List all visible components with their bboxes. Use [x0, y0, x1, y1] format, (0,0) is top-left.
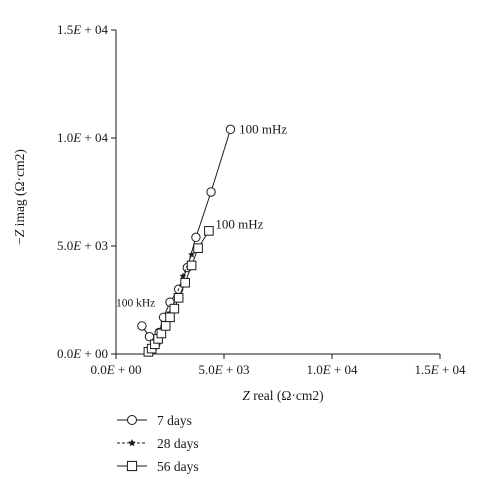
series-layer — [137, 124, 236, 357]
x-tick-label: 1.0E + 04 — [306, 362, 358, 377]
legend-marker-56-days — [126, 460, 138, 472]
legend-label-28-days: 28 days — [157, 436, 199, 451]
y-tick-label: 1.0E + 04 — [57, 130, 109, 145]
x-tick-label: 1.5E + 04 — [414, 362, 466, 377]
data-point-7-days — [206, 187, 216, 197]
data-point-56-days — [186, 260, 197, 271]
data-point-56-days — [165, 312, 175, 323]
legend-entry-28-days: 28 days — [117, 436, 199, 451]
series-7-days — [137, 124, 236, 353]
data-point-7-days — [225, 124, 236, 135]
annotation-label: 100 kHz — [116, 297, 155, 309]
data-point-56-days — [169, 303, 180, 314]
data-point-56-days — [173, 293, 184, 303]
data-point-56-days — [193, 243, 203, 253]
data-point-28-days — [187, 250, 196, 258]
legend-label-7-days: 7 days — [157, 413, 192, 428]
axes: 0.0E + 00 5.0E + 03 1.0E + 04 1.5E + 04 0.0E… — [12, 22, 466, 403]
annotation-label: 100 mHz — [215, 217, 263, 232]
data-point-56-days — [160, 321, 171, 331]
y-axis-title: −Z imag (Ω·cm2) — [12, 149, 27, 245]
data-point-7-days — [191, 232, 201, 243]
data-point-56-days — [204, 226, 214, 236]
annotation-label: 100 mHz — [239, 122, 287, 137]
legend-marker-7-days — [127, 415, 137, 425]
x-tick-label: 5.0E + 03 — [198, 362, 249, 377]
x-tick-label: 0.0E + 00 — [90, 362, 141, 377]
y-tick-label: 5.0E + 03 — [57, 238, 108, 253]
legend: 7 days 28 days 56 days — [117, 413, 199, 474]
annotations: 100 mHz 100 mHz 100 kHz — [116, 122, 287, 310]
legend-marker-28-days — [128, 438, 136, 447]
series-line-7-days — [141, 129, 231, 349]
x-axis-title: Z real (Ω·cm2) — [242, 388, 323, 403]
legend-entry-7-days: 7 days — [117, 413, 192, 428]
series-56-days — [143, 226, 214, 357]
legend-entry-56-days: 56 days — [117, 459, 199, 474]
data-point-7-days — [137, 321, 147, 331]
data-point-28-days — [179, 272, 187, 280]
data-point-56-days — [180, 277, 190, 288]
legend-label-56-days: 56 days — [157, 459, 199, 474]
y-tick-label: 1.5E + 04 — [57, 22, 109, 37]
y-tick-label: 0.0E + 00 — [57, 346, 108, 361]
